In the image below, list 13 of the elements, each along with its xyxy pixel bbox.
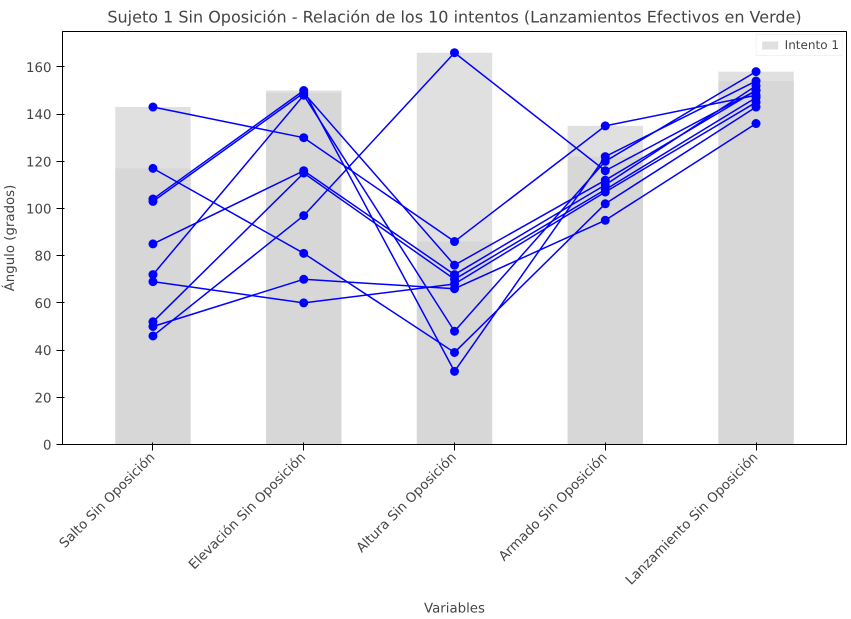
y-tick-label: 40: [34, 344, 52, 360]
y-tick-label: 140: [26, 108, 52, 124]
chart-title: Sujeto 1 Sin Oposición - Relación de los 10 intentos (Lanzamientos Efectivos en Verde): [107, 8, 802, 26]
y-tick-label: 160: [26, 60, 52, 76]
y-tick-label: 120: [26, 155, 52, 170]
y-tick-label: 20: [34, 391, 52, 406]
y-tick-label: 80: [34, 250, 52, 265]
y-axis-title: Ángulo (grados): [1, 184, 18, 292]
y-tick-label: 60: [34, 296, 52, 312]
x-axis-title: Variables: [424, 602, 486, 617]
y-tick-label: 0: [43, 438, 52, 454]
y-tick-label: 100: [26, 202, 52, 218]
legend-label: Intento 1: [784, 38, 839, 52]
